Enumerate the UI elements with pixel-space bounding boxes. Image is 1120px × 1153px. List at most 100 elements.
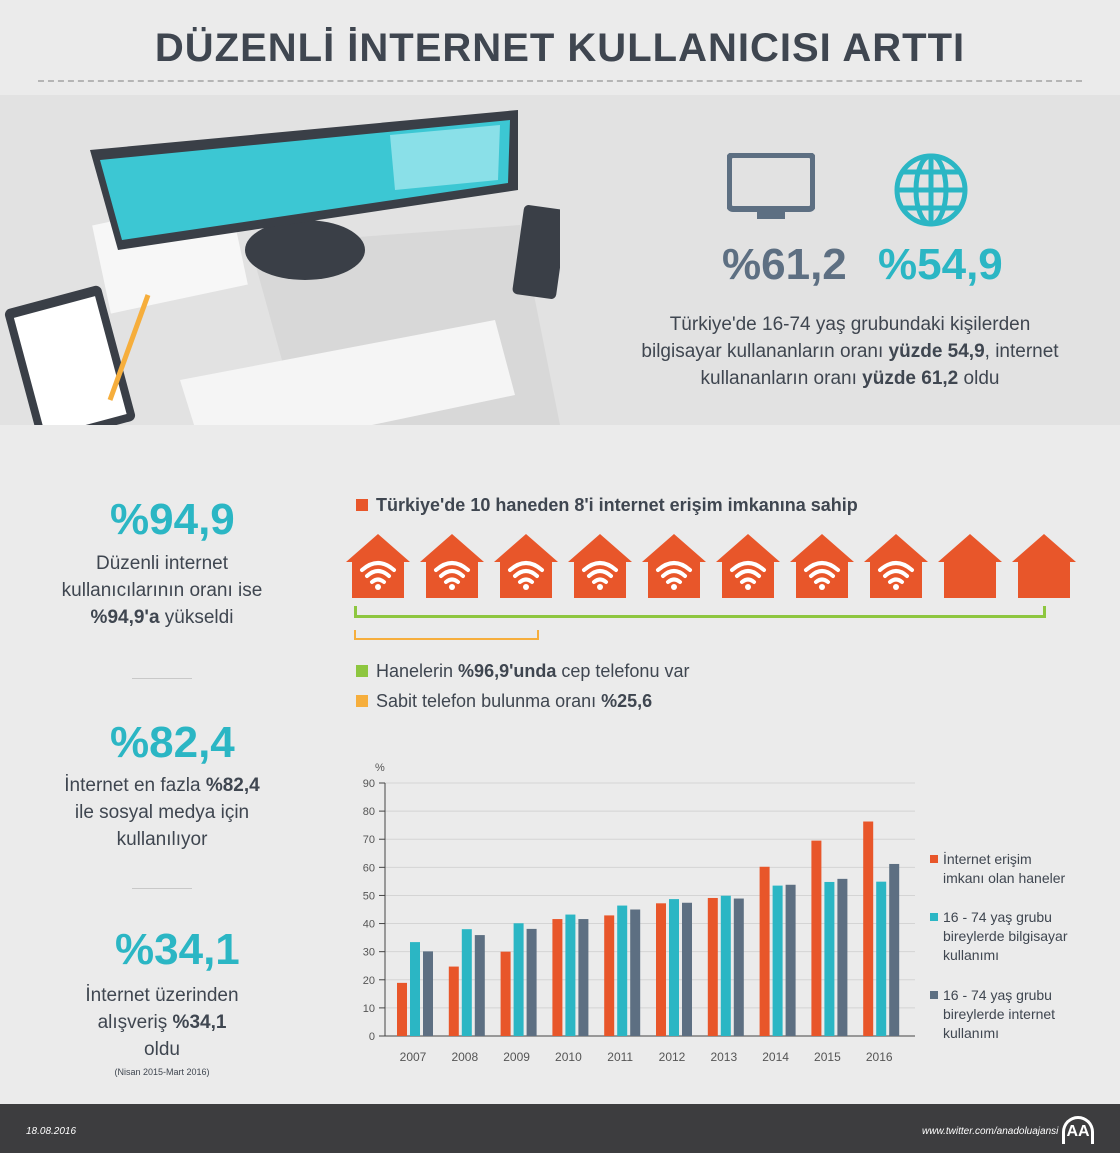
bar: [474, 935, 485, 1036]
bar: [772, 885, 783, 1036]
desc-line: kullananların oranı yüzde 61,2 oldu: [600, 365, 1100, 392]
bold-text: %34,1: [172, 1012, 227, 1033]
bar: [707, 897, 718, 1036]
footer: 18.08.2016 www.twitter.com/anadoluajansi…: [0, 1104, 1120, 1153]
bold-text: %96,9'unda: [458, 661, 557, 681]
house-icon: [938, 534, 1002, 598]
hero-section: %61,2 %54,9 Türkiye'de 16-74 yaş grubund…: [0, 95, 1120, 460]
bar: [682, 902, 692, 1036]
legend-label: İnternet erişim imkanı olan haneler: [943, 851, 1066, 886]
text: ile sosyal medya için: [74, 802, 250, 823]
bold-text: %82,4: [205, 775, 260, 796]
bar-chart: % 0 10 20 30 40 50 60 70 80 90 2007 2008 2009 2010 2011…: [363, 762, 915, 1064]
computer-stat: %61,2: [722, 240, 847, 289]
bar: [811, 840, 822, 1036]
bar: [759, 866, 770, 1036]
footer-url[interactable]: www.twitter.com/anadoluajansi: [922, 1126, 1059, 1137]
bar: [552, 919, 563, 1036]
y-tick-label: 40: [363, 919, 375, 931]
bar: [824, 881, 835, 1036]
house-icon: [494, 534, 558, 598]
y-tick-label: 10: [363, 1003, 375, 1015]
bar: [500, 951, 511, 1036]
bar: [565, 914, 576, 1036]
house-icon: [420, 534, 484, 598]
text: bilgisayar kullananların oranı: [641, 341, 889, 362]
y-tick-label: 90: [363, 778, 375, 790]
text: Türkiye'de 10 haneden 8'i internet erişi…: [376, 495, 858, 515]
hero-description: Türkiye'de 16-74 yaş grubundaki kişilerd…: [600, 311, 1100, 392]
y-tick-label: 80: [363, 806, 375, 818]
bold-text: %25,6: [601, 691, 653, 711]
legend-item: 16 - 74 yaş grubu bireylerde bilgisayar ku…: [930, 908, 1068, 965]
text: oldu: [144, 1039, 180, 1060]
bar: [461, 929, 472, 1036]
legend-item: İnternet erişim imkanı olan haneler: [930, 850, 1065, 888]
text: Düzenli internet: [95, 553, 229, 574]
bar: [733, 898, 744, 1036]
x-tick-label: 2009: [503, 1050, 530, 1064]
y-tick-label: 30: [363, 947, 375, 959]
text: alışveriş %34,1: [30, 1009, 294, 1036]
x-tick-label: 2010: [555, 1050, 582, 1064]
legend-swatch: [356, 695, 368, 707]
bar: [604, 915, 615, 1036]
x-tick-label: 2016: [866, 1050, 893, 1064]
bold-text: yüzde 61,2: [862, 368, 959, 389]
page-title: DÜZENLİ İNTERNET KULLANICISI ARTTI: [154, 26, 966, 70]
text: %94,9'a yükseldi: [30, 604, 294, 631]
regular-users-stat: %94,9: [110, 495, 235, 544]
bar: [423, 951, 433, 1036]
aa-logo: AA: [1062, 1116, 1094, 1144]
x-tick-label: 2014: [762, 1050, 789, 1064]
x-tick-label: 2013: [710, 1050, 737, 1064]
legend-label: 16 - 74 yaş grubu bireylerde bilgisayar ku…: [943, 909, 1068, 963]
social-media-desc: İnternet en fazla %82,4 ile sosyal medya…: [30, 772, 294, 853]
legend-swatch: [356, 499, 368, 511]
legend-label: 16 - 74 yaş grubu bireylerde internet kull…: [943, 987, 1056, 1041]
bar: [889, 863, 900, 1036]
shopping-stat: %34,1: [115, 925, 240, 974]
bar: [863, 821, 874, 1036]
text: yükseldi: [159, 607, 234, 628]
mobile-bracket: [354, 606, 1046, 618]
y-tick-label: 70: [363, 834, 375, 846]
regular-users-desc: Düzenli internet kullanıcılarının oranı i…: [30, 550, 294, 631]
bar: [397, 982, 407, 1036]
monitor-icon: [727, 153, 815, 219]
text: İnternet en fazla %82,4: [30, 772, 294, 799]
households-heading: Türkiye'de 10 haneden 8'i internet erişi…: [356, 495, 858, 516]
text: cep telefonu var: [556, 661, 690, 681]
internet-stat: %54,9: [878, 240, 1003, 289]
legend-swatch: [930, 855, 938, 863]
bar: [630, 909, 641, 1036]
desc-line: Türkiye'de 16-74 yaş grubundaki kişilerd…: [669, 314, 1031, 335]
bar: [720, 895, 731, 1036]
bar: [785, 884, 796, 1036]
y-tick-label: 20: [363, 975, 375, 987]
house-icon: [1012, 534, 1076, 598]
footer-date: 18.08.2016: [26, 1126, 77, 1137]
date-range-note: (Nisan 2015-Mart 2016): [114, 1067, 210, 1077]
text: Sabit telefon bulunma oranı: [376, 691, 602, 711]
house-icon: [716, 534, 780, 598]
x-tick-label: 2015: [814, 1050, 841, 1064]
bar: [876, 881, 887, 1036]
legend-swatch: [930, 991, 938, 999]
text: alışveriş: [97, 1012, 173, 1033]
y-tick-label: 60: [363, 862, 375, 874]
text: İnternet üzerinden: [85, 985, 239, 1006]
bar: [656, 903, 666, 1036]
bar: [526, 928, 537, 1036]
divider: [132, 888, 192, 889]
desc-line: bilgisayar kullananların oranı yüzde 54,…: [600, 338, 1100, 365]
x-tick-label: 2007: [400, 1050, 427, 1064]
bar: [837, 878, 848, 1036]
legend-swatch: [930, 913, 938, 921]
bar: [578, 919, 589, 1036]
x-tick-label: 2011: [607, 1050, 633, 1064]
social-media-stat: %82,4: [110, 718, 235, 767]
house-icon: [642, 534, 706, 598]
bar: [410, 942, 420, 1036]
shopping-desc: İnternet üzerinden alışveriş %34,1 oldu …: [30, 982, 294, 1081]
